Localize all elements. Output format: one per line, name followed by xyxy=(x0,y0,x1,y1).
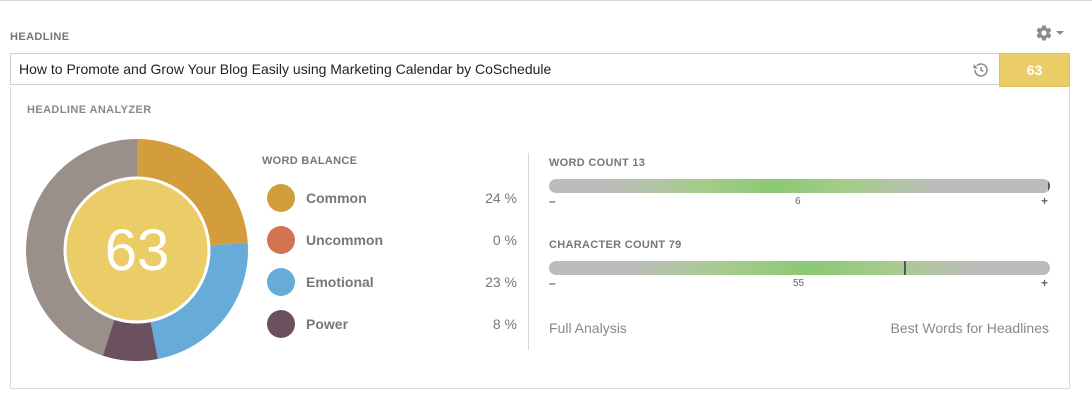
power-label: Power xyxy=(306,316,349,332)
uncommon-swatch xyxy=(267,226,295,254)
panel-title: HEADLINE ANALYZER xyxy=(27,104,152,116)
character-count-title: CHARACTER COUNT 79 xyxy=(549,239,682,251)
history-icon[interactable] xyxy=(972,61,990,79)
word-count-marker xyxy=(1048,179,1050,193)
donut-slice-power xyxy=(102,318,158,361)
headline-input[interactable] xyxy=(10,53,999,85)
word-balance-power: Power 8 % xyxy=(267,310,517,338)
donut-slice-emotional xyxy=(150,243,248,360)
word-balance-common: Common 24 % xyxy=(267,184,517,212)
donut-slice-remainder xyxy=(26,139,137,356)
emotional-percent: 23 % xyxy=(485,274,517,290)
word-balance-uncommon: Uncommon 0 % xyxy=(267,226,517,254)
word-count-ideal: 6 xyxy=(795,196,801,207)
best-words-link[interactable]: Best Words for Headlines xyxy=(890,320,1049,336)
top-divider xyxy=(0,0,1092,1)
common-label: Common xyxy=(306,190,367,206)
word-count-minus: – xyxy=(549,194,556,208)
gear-icon[interactable] xyxy=(1035,24,1053,42)
character-count-plus: + xyxy=(1041,276,1049,290)
character-count-ideal: 55 xyxy=(793,278,805,289)
character-count-bar xyxy=(549,261,1050,275)
donut-slice-common xyxy=(137,139,248,246)
word-count-label: WORD COUNT xyxy=(549,157,629,169)
common-percent: 24 % xyxy=(485,190,517,206)
character-count-value: 79 xyxy=(668,239,682,251)
section-label: HEADLINE xyxy=(10,31,70,43)
uncommon-label: Uncommon xyxy=(306,232,383,248)
full-analysis-link[interactable]: Full Analysis xyxy=(549,320,627,336)
character-count-minus: – xyxy=(549,276,556,290)
emotional-label: Emotional xyxy=(306,274,374,290)
headline-row: 63 xyxy=(10,53,1070,87)
headline-analyzer-panel: HEADLINE ANALYZER 63 WORD BALANCE Common… xyxy=(10,87,1070,389)
vertical-divider xyxy=(528,153,529,350)
character-count-marker xyxy=(904,261,906,275)
word-count-value: 13 xyxy=(632,157,646,169)
settings-menu[interactable] xyxy=(1035,24,1067,42)
character-count-label: CHARACTER COUNT xyxy=(549,239,666,251)
emotional-swatch xyxy=(267,268,295,296)
headline-score-badge: 63 xyxy=(999,53,1070,87)
word-count-bar xyxy=(549,179,1050,193)
word-count-title: WORD COUNT 13 xyxy=(549,157,645,169)
word-count-plus: + xyxy=(1041,194,1049,208)
power-swatch xyxy=(267,310,295,338)
donut-score: 63 xyxy=(105,218,170,283)
word-balance-donut: 63 xyxy=(26,139,248,361)
power-percent: 8 % xyxy=(492,316,517,332)
word-balance-title: WORD BALANCE xyxy=(262,155,358,167)
word-balance-emotional: Emotional 23 % xyxy=(267,268,517,296)
caret-down-icon[interactable] xyxy=(1056,30,1064,36)
score-circle xyxy=(63,176,211,324)
uncommon-percent: 0 % xyxy=(492,232,517,248)
common-swatch xyxy=(267,184,295,212)
